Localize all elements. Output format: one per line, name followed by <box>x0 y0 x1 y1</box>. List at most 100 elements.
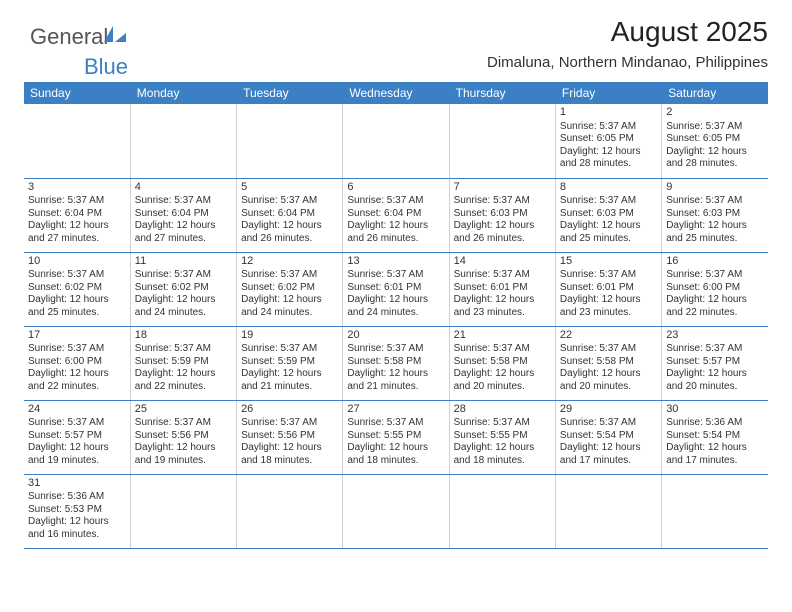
calendar-day-cell: 14Sunrise: 5:37 AMSunset: 6:01 PMDayligh… <box>449 252 555 326</box>
day-number: 24 <box>28 403 126 417</box>
weekday-header: Thursday <box>449 82 555 104</box>
sunset-line: Sunset: 5:54 PM <box>560 430 657 443</box>
calendar-empty-cell <box>237 474 343 548</box>
daylight-line-1: Daylight: 12 hours <box>135 294 232 307</box>
calendar-row: 17Sunrise: 5:37 AMSunset: 6:00 PMDayligh… <box>24 326 768 400</box>
sunset-line: Sunset: 6:02 PM <box>135 282 232 295</box>
calendar-row: 10Sunrise: 5:37 AMSunset: 6:02 PMDayligh… <box>24 252 768 326</box>
sunrise-line: Sunrise: 5:37 AM <box>347 195 444 208</box>
sunrise-line: Sunrise: 5:37 AM <box>347 269 444 282</box>
sunrise-line: Sunrise: 5:37 AM <box>135 417 232 430</box>
sunrise-line: Sunrise: 5:37 AM <box>241 269 338 282</box>
daylight-line-1: Daylight: 12 hours <box>347 294 444 307</box>
sunset-line: Sunset: 6:05 PM <box>666 133 764 146</box>
daylight-line-2: and 22 minutes. <box>28 381 126 394</box>
daylight-line-1: Daylight: 12 hours <box>135 368 232 381</box>
calendar-day-cell: 15Sunrise: 5:37 AMSunset: 6:01 PMDayligh… <box>555 252 661 326</box>
sunrise-line: Sunrise: 5:37 AM <box>666 269 764 282</box>
calendar-day-cell: 8Sunrise: 5:37 AMSunset: 6:03 PMDaylight… <box>555 178 661 252</box>
calendar-day-cell: 26Sunrise: 5:37 AMSunset: 5:56 PMDayligh… <box>237 400 343 474</box>
calendar-body: 1Sunrise: 5:37 AMSunset: 6:05 PMDaylight… <box>24 104 768 548</box>
daylight-line-2: and 17 minutes. <box>666 455 764 468</box>
sunrise-line: Sunrise: 5:37 AM <box>135 343 232 356</box>
day-number: 8 <box>560 181 657 195</box>
daylight-line-1: Daylight: 12 hours <box>135 442 232 455</box>
sunset-line: Sunset: 5:59 PM <box>135 356 232 369</box>
page-subtitle: Dimaluna, Northern Mindanao, Philippines <box>24 48 768 71</box>
calendar-empty-cell <box>662 474 768 548</box>
sunset-line: Sunset: 5:55 PM <box>454 430 551 443</box>
sunset-line: Sunset: 5:53 PM <box>28 504 126 517</box>
daylight-line-1: Daylight: 12 hours <box>666 294 764 307</box>
weekday-header: Sunday <box>24 82 130 104</box>
sunset-line: Sunset: 5:56 PM <box>135 430 232 443</box>
daylight-line-2: and 18 minutes. <box>241 455 338 468</box>
calendar-day-cell: 24Sunrise: 5:37 AMSunset: 5:57 PMDayligh… <box>24 400 130 474</box>
weekday-header: Wednesday <box>343 82 449 104</box>
sunset-line: Sunset: 6:03 PM <box>454 208 551 221</box>
daylight-line-1: Daylight: 12 hours <box>241 368 338 381</box>
day-number: 13 <box>347 255 444 269</box>
daylight-line-1: Daylight: 12 hours <box>135 220 232 233</box>
calendar-day-cell: 11Sunrise: 5:37 AMSunset: 6:02 PMDayligh… <box>130 252 236 326</box>
sunrise-line: Sunrise: 5:37 AM <box>454 269 551 282</box>
calendar-empty-cell <box>343 104 449 178</box>
calendar-day-cell: 1Sunrise: 5:37 AMSunset: 6:05 PMDaylight… <box>555 104 661 178</box>
calendar-day-cell: 4Sunrise: 5:37 AMSunset: 6:04 PMDaylight… <box>130 178 236 252</box>
page-title: August 2025 <box>24 10 768 48</box>
daylight-line-1: Daylight: 12 hours <box>28 442 126 455</box>
calendar-day-cell: 29Sunrise: 5:37 AMSunset: 5:54 PMDayligh… <box>555 400 661 474</box>
sunrise-line: Sunrise: 5:37 AM <box>666 343 764 356</box>
calendar-day-cell: 2Sunrise: 5:37 AMSunset: 6:05 PMDaylight… <box>662 104 768 178</box>
brand-logo: General Blue <box>30 22 128 80</box>
weekday-header: Tuesday <box>237 82 343 104</box>
daylight-line-1: Daylight: 12 hours <box>454 442 551 455</box>
day-number: 7 <box>454 181 551 195</box>
calendar-empty-cell <box>130 474 236 548</box>
sunset-line: Sunset: 5:56 PM <box>241 430 338 443</box>
daylight-line-2: and 20 minutes. <box>560 381 657 394</box>
calendar-day-cell: 3Sunrise: 5:37 AMSunset: 6:04 PMDaylight… <box>24 178 130 252</box>
day-number: 14 <box>454 255 551 269</box>
calendar-empty-cell <box>555 474 661 548</box>
sunrise-line: Sunrise: 5:36 AM <box>28 491 126 504</box>
day-number: 17 <box>28 329 126 343</box>
daylight-line-1: Daylight: 12 hours <box>28 294 126 307</box>
daylight-line-2: and 20 minutes. <box>666 381 764 394</box>
sunrise-line: Sunrise: 5:37 AM <box>28 343 126 356</box>
sunset-line: Sunset: 6:01 PM <box>454 282 551 295</box>
daylight-line-1: Daylight: 12 hours <box>666 368 764 381</box>
sunrise-line: Sunrise: 5:37 AM <box>560 417 657 430</box>
day-number: 30 <box>666 403 764 417</box>
day-number: 26 <box>241 403 338 417</box>
daylight-line-2: and 20 minutes. <box>454 381 551 394</box>
sunset-line: Sunset: 6:00 PM <box>666 282 764 295</box>
daylight-line-1: Daylight: 12 hours <box>28 516 126 529</box>
sunset-line: Sunset: 5:57 PM <box>28 430 126 443</box>
sunset-line: Sunset: 6:01 PM <box>560 282 657 295</box>
brand-part2: Blue <box>84 54 128 80</box>
page-header: General Blue August 2025 Dimaluna, North… <box>0 0 792 78</box>
daylight-line-2: and 26 minutes. <box>241 233 338 246</box>
daylight-line-2: and 26 minutes. <box>454 233 551 246</box>
day-number: 21 <box>454 329 551 343</box>
daylight-line-2: and 28 minutes. <box>560 158 657 171</box>
day-number: 19 <box>241 329 338 343</box>
sunrise-line: Sunrise: 5:37 AM <box>241 195 338 208</box>
daylight-line-2: and 21 minutes. <box>241 381 338 394</box>
calendar-day-cell: 22Sunrise: 5:37 AMSunset: 5:58 PMDayligh… <box>555 326 661 400</box>
sunset-line: Sunset: 6:04 PM <box>28 208 126 221</box>
sunrise-line: Sunrise: 5:37 AM <box>666 195 764 208</box>
day-number: 3 <box>28 181 126 195</box>
sunset-line: Sunset: 5:58 PM <box>560 356 657 369</box>
daylight-line-1: Daylight: 12 hours <box>347 220 444 233</box>
calendar-empty-cell <box>237 104 343 178</box>
daylight-line-2: and 23 minutes. <box>560 307 657 320</box>
sunrise-line: Sunrise: 5:37 AM <box>28 417 126 430</box>
day-number: 29 <box>560 403 657 417</box>
daylight-line-1: Daylight: 12 hours <box>241 442 338 455</box>
day-number: 11 <box>135 255 232 269</box>
day-number: 9 <box>666 181 764 195</box>
daylight-line-2: and 19 minutes. <box>28 455 126 468</box>
calendar-day-cell: 17Sunrise: 5:37 AMSunset: 6:00 PMDayligh… <box>24 326 130 400</box>
